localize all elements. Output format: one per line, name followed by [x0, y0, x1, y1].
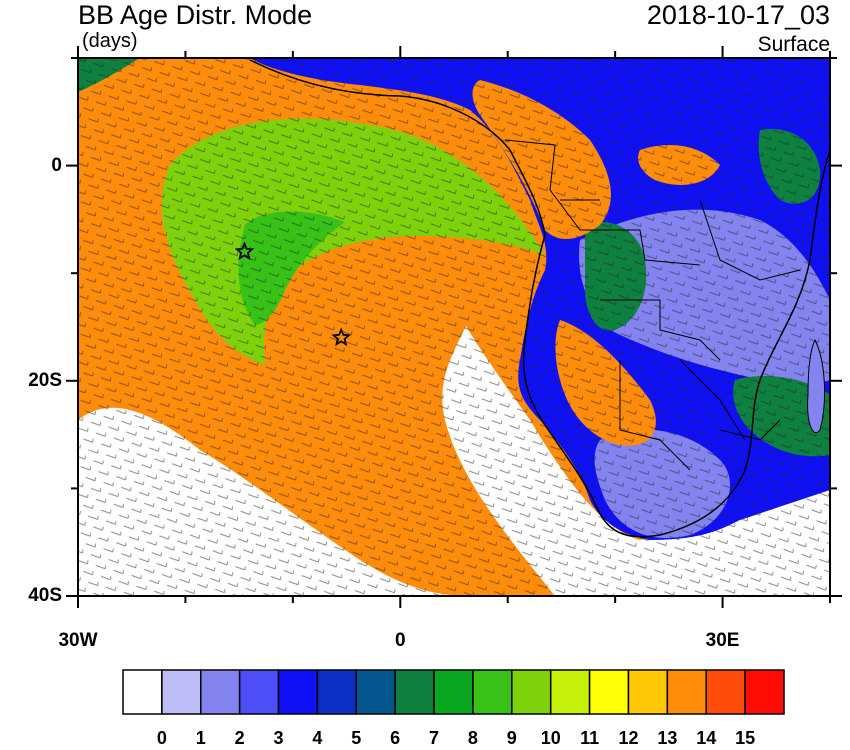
lon-label: 30W: [58, 630, 98, 651]
colorbar-label: 13: [657, 728, 678, 748]
colorbar-label: 3: [273, 728, 284, 748]
colorbar-swatch: [705, 669, 746, 715]
colorbar-swatch: [200, 669, 241, 715]
colorbar-label: 15: [735, 728, 756, 748]
colorbar-label: 6: [390, 728, 401, 748]
colorbar-label: 5: [351, 728, 362, 748]
coastline: [249, 59, 830, 538]
lon-label: 0: [394, 630, 406, 651]
lat-label: 20S: [28, 369, 62, 391]
units-label: (days): [82, 30, 138, 52]
lon-label: 30E: [705, 630, 740, 651]
madagascar: [807, 338, 826, 433]
colorbar-label: 0: [156, 728, 167, 748]
colorbar-label: 2: [234, 728, 245, 748]
colorbar-swatch: [549, 669, 591, 715]
plot-area: [78, 58, 830, 596]
colorbar-swatch: [122, 669, 163, 715]
colorbar-label: 8: [467, 728, 478, 748]
colorbar-label: 4: [312, 728, 323, 748]
datetime-label: 2018-10-17_03: [646, 0, 830, 30]
colorbar-swatch: [627, 669, 669, 715]
colorbar-swatch: [238, 669, 280, 715]
colorbar-swatch: [744, 669, 785, 715]
colorbar-label: 9: [506, 728, 517, 748]
colorbar-swatch: [355, 669, 396, 715]
colorbar-swatch: [277, 669, 319, 715]
colorbar: [122, 669, 785, 715]
lat-label: 0: [51, 154, 62, 176]
country-borders: [504, 139, 801, 471]
star-marker: [234, 241, 255, 261]
colorbar-swatch: [394, 669, 435, 715]
colorbar-swatch: [666, 669, 707, 715]
colorbar-label: 12: [618, 728, 639, 748]
colorbar-swatch: [433, 669, 474, 715]
lat-label: 40S: [28, 585, 62, 606]
wind-barbs: [78, 58, 830, 596]
colorbar-swatch: [588, 669, 630, 715]
level-label: Surface: [757, 33, 830, 56]
map-title: BB Age Distr. Mode: [78, 0, 313, 30]
colorbar-label: 10: [540, 728, 561, 748]
colorbar-label: 7: [429, 728, 440, 748]
colorbar-swatch: [161, 669, 202, 715]
colorbar-label: 1: [195, 728, 206, 748]
colorbar-swatch: [511, 669, 552, 715]
star-marker: [331, 327, 352, 347]
colorbar-label: 11: [580, 728, 600, 748]
colorbar-swatch: [316, 669, 358, 715]
colorbar-swatch: [472, 669, 513, 715]
colorbar-label: 14: [696, 728, 717, 748]
plot-frame: [77, 57, 831, 597]
